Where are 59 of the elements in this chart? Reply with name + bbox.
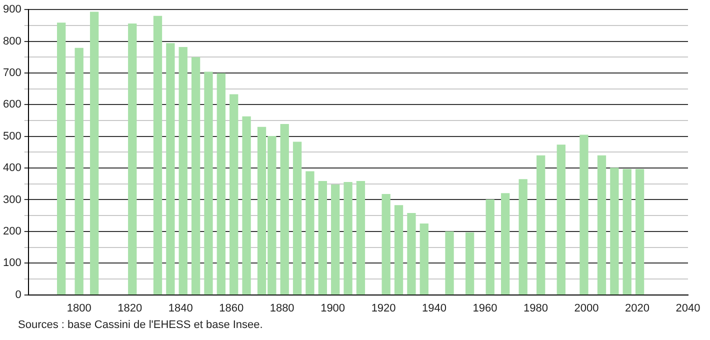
bar <box>610 168 619 295</box>
x-tick-label: 1980 <box>524 302 548 314</box>
bar <box>90 12 99 295</box>
bar <box>204 72 213 295</box>
y-tick-label: 100 <box>2 257 22 270</box>
bar <box>191 57 200 295</box>
x-tick-label: 1800 <box>66 302 92 314</box>
bar <box>331 184 340 295</box>
bar <box>356 181 366 295</box>
x-tick-label: 1940 <box>422 302 447 314</box>
y-tick-label: 0 <box>15 288 22 301</box>
y-tick-label: 900 <box>2 4 22 16</box>
bar <box>57 22 66 295</box>
bar <box>622 168 632 295</box>
x-tick-label: 1860 <box>219 302 244 314</box>
bar <box>382 194 390 295</box>
x-tick-label: 1880 <box>270 302 294 314</box>
y-tick-label: 800 <box>2 35 22 48</box>
bar <box>407 213 416 295</box>
x-tick-label: 1900 <box>320 302 346 314</box>
bar <box>445 231 454 295</box>
bar <box>178 46 188 295</box>
x-tick-label: 2000 <box>574 302 599 314</box>
y-tick-label: 600 <box>2 98 22 111</box>
bar <box>242 116 251 295</box>
bar <box>486 199 494 295</box>
bar <box>420 223 428 295</box>
bar <box>394 205 404 295</box>
y-tick-label: 700 <box>2 67 22 80</box>
bar <box>635 168 644 295</box>
bar <box>153 16 162 295</box>
bar <box>501 193 510 295</box>
bar <box>518 179 528 295</box>
x-tick-label: 1840 <box>168 302 193 314</box>
bar <box>580 134 588 295</box>
bar <box>280 124 289 295</box>
y-tick-label: 400 <box>2 162 22 174</box>
bar <box>318 181 327 295</box>
x-tick-label: 1960 <box>472 302 498 314</box>
bar <box>306 171 314 295</box>
bar <box>230 94 238 295</box>
bar <box>292 142 302 295</box>
bar <box>74 48 84 295</box>
bar <box>128 24 137 295</box>
bar <box>465 232 474 295</box>
x-tick-label: 2040 <box>676 302 700 314</box>
source-note: Sources : base Cassini de l'EHESS et base Insee. <box>18 318 264 332</box>
bar <box>556 144 566 295</box>
x-tick-label: 1820 <box>118 302 142 314</box>
bar <box>166 43 175 295</box>
bar <box>216 73 226 295</box>
x-tick-label: 2020 <box>625 302 650 314</box>
y-tick-label: 200 <box>2 225 22 238</box>
bar <box>536 155 546 295</box>
bar <box>597 155 606 295</box>
y-tick-label: 500 <box>2 130 22 142</box>
y-tick-label: 300 <box>2 194 22 206</box>
bar <box>344 182 352 295</box>
x-tick-label: 1920 <box>371 302 396 314</box>
